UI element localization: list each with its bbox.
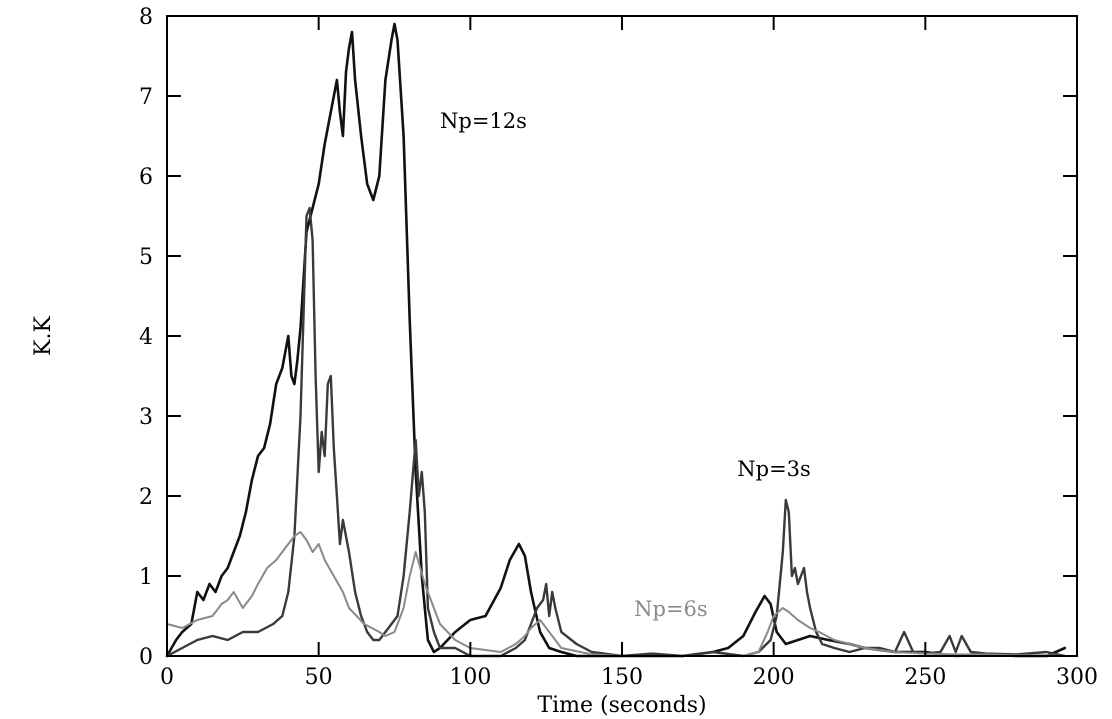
y-tick-label: 7 [139, 85, 153, 110]
y-tick-label: 3 [139, 405, 153, 430]
x-tick-label: 50 [305, 665, 333, 690]
series-line-2 [165, 206, 1067, 658]
x-axis-title: Time (seconds) [537, 693, 706, 718]
y-tick-label: 0 [139, 645, 153, 670]
y-tick-label: 8 [139, 5, 153, 30]
y-tick-label: 6 [139, 165, 153, 190]
x-tick-label: 200 [753, 665, 795, 690]
series-line-3 [166, 531, 1066, 657]
x-tick-label: 150 [601, 665, 643, 690]
ticks-layer: 0 50 100 150 200 250 300 0 1 2 3 4 5 6 7 8 [139, 5, 1098, 690]
annotation-layer: Np=12s Np=3s Np=6s [440, 109, 811, 621]
series-layer [165, 22, 1067, 658]
series-line-1 [165, 22, 1067, 658]
x-tick-label: 300 [1056, 665, 1098, 690]
x-tick-label: 100 [449, 665, 491, 690]
y-tick-label: 5 [139, 245, 153, 270]
y-tick-label: 4 [139, 325, 153, 350]
annotation-label: Np=3s [737, 457, 811, 481]
annotation-label: Np=12s [440, 109, 527, 133]
y-axis-title: K.K [31, 316, 56, 356]
y-tick-label: 2 [139, 485, 153, 510]
x-tick-label: 0 [160, 665, 174, 690]
x-tick-label: 250 [904, 665, 946, 690]
annotation-label: Np=6s [634, 597, 708, 621]
y-tick-label: 1 [139, 565, 153, 590]
